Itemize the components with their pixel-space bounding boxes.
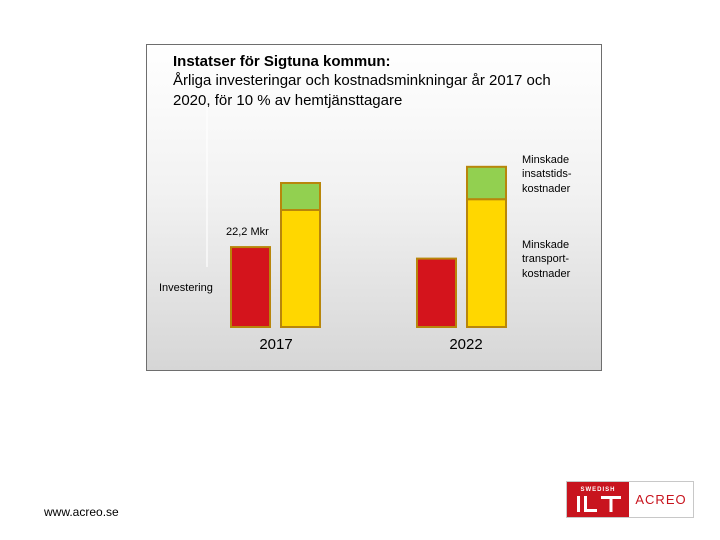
ict-logo-icon (577, 496, 621, 512)
bar-transport-2022 (466, 198, 507, 328)
label-insats-line-3: kostnader (522, 183, 571, 195)
value-label-22-2: 22,2 Mkr (226, 226, 269, 238)
chart-title-line-1: Instatser för Sigtuna kommun: (173, 53, 391, 70)
bar-investering-2017 (230, 246, 271, 328)
bars-group (230, 165, 507, 329)
chart-title-line-3: 2020, för 10 % av hemtjänsttagare (173, 92, 402, 109)
footer-url[interactable]: www.acreo.se (44, 505, 119, 519)
x-tick-2022: 2022 (449, 336, 482, 353)
chart-title-line-2: Årliga investeringar och kostnadsminknin… (173, 72, 551, 89)
label-transport-line-3: kostnader (522, 268, 571, 280)
bar-insats-2022 (466, 165, 507, 201)
label-transport-line-1: Minskade (522, 239, 569, 251)
logo-red-block: SWEDISH (567, 482, 629, 517)
chart-frame (146, 44, 602, 371)
swedish-ict-acreo-logo: SWEDISH ACREO (566, 481, 694, 518)
x-tick-2017: 2017 (259, 336, 292, 353)
bar-transport-2017 (280, 209, 321, 328)
label-transport-line-2: transport- (522, 253, 569, 265)
logo-acreo-text: ACREO (635, 492, 687, 507)
bar-investering-2022 (416, 257, 457, 329)
label-insats-line-2: insatstids- (522, 168, 572, 180)
logo-swedish-text: SWEDISH (580, 487, 616, 493)
label-insats-line-1: Minskade (522, 154, 569, 166)
bar-insats-2017 (280, 182, 321, 211)
label-investering: Investering (159, 282, 213, 294)
